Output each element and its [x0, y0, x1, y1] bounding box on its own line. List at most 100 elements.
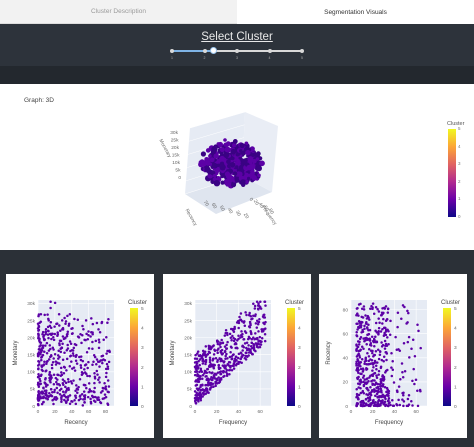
- scatter-point: [413, 382, 416, 386]
- scatter-point: [416, 404, 420, 408]
- scatter-point: [259, 300, 262, 303]
- slider-step-1[interactable]: [170, 49, 174, 53]
- scatter-point: [84, 319, 88, 322]
- scatter-point: [52, 382, 56, 386]
- scatter-point: [41, 353, 45, 357]
- scatter-point: [95, 358, 99, 361]
- scatter-point: [103, 359, 107, 362]
- scatter-point: [87, 330, 90, 333]
- scatter3d-point: [223, 138, 227, 142]
- scatter-point: [381, 322, 384, 325]
- slider-handle[interactable]: [209, 47, 217, 54]
- scatter-point: [57, 357, 60, 360]
- scatter-point: [383, 331, 386, 335]
- scatter-point: [62, 394, 66, 397]
- z-tick-label: 5k: [175, 168, 181, 174]
- scatter-point: [357, 397, 360, 401]
- slider-step-2[interactable]: [202, 49, 207, 53]
- scatter-point: [49, 300, 52, 303]
- scatter-point: [209, 386, 212, 390]
- scatter-point: [93, 377, 97, 380]
- scatter-point: [223, 367, 227, 370]
- scatter-point: [83, 368, 86, 371]
- tab-segmentation-visuals[interactable]: Segmentation Visuals: [237, 0, 474, 24]
- scatter-point: [223, 350, 227, 354]
- scatter-point: [382, 317, 385, 321]
- scatter-point: [81, 359, 85, 363]
- scatter-point: [39, 374, 43, 378]
- x-axis-title: Frequency: [375, 420, 403, 426]
- scatter-point: [220, 338, 223, 342]
- scatter-point: [397, 385, 401, 388]
- cluster-slider[interactable]: 1 2 3 4 5: [170, 47, 304, 60]
- colorbar-gradient: [448, 129, 456, 217]
- scatter-point: [368, 343, 372, 347]
- scatter-point: [61, 382, 65, 385]
- scatter-point: [39, 344, 42, 347]
- tab-cluster-description[interactable]: Cluster Description: [0, 0, 237, 24]
- scatter-point: [95, 396, 99, 399]
- scatter-point: [74, 396, 78, 399]
- scatter-point: [107, 360, 111, 364]
- scatter-point: [79, 397, 82, 401]
- scatter-point: [108, 349, 111, 353]
- scatter-point: [56, 391, 59, 394]
- scatter-point: [263, 300, 267, 303]
- scatter-point: [37, 351, 41, 354]
- x-tick-label: 0: [37, 409, 40, 415]
- scatter-point: [355, 360, 358, 363]
- slider-step-4[interactable]: [267, 49, 272, 53]
- scatter-point: [257, 302, 260, 305]
- scatter-point: [245, 341, 249, 345]
- scatter-point: [37, 333, 40, 336]
- y-tick-label: 20: [343, 380, 349, 386]
- scatter-point: [57, 312, 61, 316]
- scatter-point: [90, 317, 93, 320]
- scatter-point: [68, 364, 72, 368]
- scatter-point: [83, 371, 87, 374]
- y-tick-label: 30k: [184, 301, 192, 307]
- scatter-point: [249, 330, 252, 333]
- slider-step-5[interactable]: [300, 49, 304, 53]
- scatter-point: [45, 362, 48, 366]
- scatter-point: [102, 387, 106, 390]
- scatter-point: [106, 402, 109, 405]
- x-tick-label: 20: [214, 409, 220, 415]
- scatter-point: [54, 398, 58, 401]
- scatter-point: [222, 361, 226, 364]
- scatter3d-point: [211, 162, 217, 168]
- scatter-point: [221, 341, 225, 345]
- scatter-point: [410, 399, 413, 403]
- scatter-point: [209, 362, 213, 366]
- scatter-point: [366, 327, 369, 330]
- scatter-point: [367, 389, 370, 392]
- scatter-point: [197, 354, 201, 357]
- scatter-point: [48, 344, 52, 347]
- scatter3d-point: [256, 165, 262, 172]
- scatter-point: [96, 360, 100, 364]
- scatter-point: [386, 307, 390, 311]
- scatter-point: [397, 398, 400, 402]
- scatter-point: [384, 305, 388, 308]
- scatter-point: [89, 335, 92, 338]
- scatter-point: [195, 357, 199, 360]
- scatter-point: [383, 400, 386, 404]
- slider-step-3[interactable]: [235, 49, 239, 53]
- scatter3d-point: [235, 165, 239, 169]
- scatter-point: [367, 404, 370, 407]
- scatter-point: [232, 362, 236, 366]
- scatter3d-point: [209, 157, 215, 163]
- scatter-point: [363, 327, 366, 330]
- scatter-point: [89, 397, 92, 401]
- scatter3d-point: [249, 164, 256, 170]
- scatter-point: [104, 375, 108, 379]
- scatter-point: [231, 353, 235, 357]
- scatter-point: [71, 332, 74, 335]
- scatter-point: [222, 375, 225, 379]
- scatter-point: [78, 378, 82, 381]
- scatter-point: [229, 366, 232, 369]
